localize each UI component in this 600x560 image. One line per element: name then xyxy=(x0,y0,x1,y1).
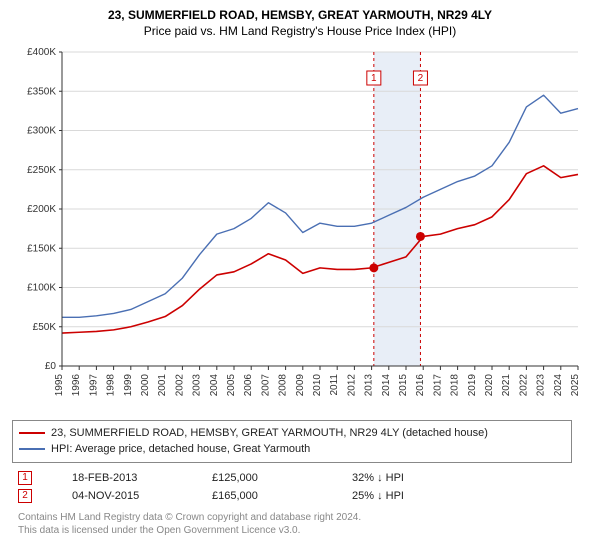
series-marker xyxy=(416,232,425,241)
legend-item: HPI: Average price, detached house, Grea… xyxy=(19,441,565,458)
y-tick-label: £250K xyxy=(27,164,56,175)
event-date: 04-NOV-2015 xyxy=(72,490,172,502)
y-tick-label: £0 xyxy=(45,361,57,372)
x-tick-label: 2015 xyxy=(398,373,409,396)
event-price: £165,000 xyxy=(212,490,312,502)
y-tick-label: £300K xyxy=(27,125,56,136)
legend: 23, SUMMERFIELD ROAD, HEMSBY, GREAT YARM… xyxy=(12,420,572,463)
x-tick-label: 2023 xyxy=(536,373,547,396)
chart-subtitle: Price paid vs. HM Land Registry's House … xyxy=(12,24,588,38)
x-tick-label: 2009 xyxy=(295,373,306,396)
price-event-row: 2 04-NOV-2015 £165,000 25% ↓ HPI xyxy=(12,487,572,505)
chart-svg: £0 £50K £100K £150K £200K £250K £300K £350K £400… xyxy=(12,44,588,414)
y-tick-label: £100K xyxy=(27,282,56,293)
x-tick-label: 2011 xyxy=(329,373,340,395)
y-tick-label: £200K xyxy=(27,204,56,215)
x-tick-label: 2020 xyxy=(484,373,495,396)
x-tick-label: 2007 xyxy=(260,373,271,396)
price-event-row: 1 18-FEB-2013 £125,000 32% ↓ HPI xyxy=(12,469,572,487)
x-tick-label: 2002 xyxy=(174,373,185,396)
x-tick-label: 2006 xyxy=(243,373,254,396)
y-tick-label: £150K xyxy=(27,243,56,254)
x-tick-label: 2000 xyxy=(140,373,151,396)
legend-item: 23, SUMMERFIELD ROAD, HEMSBY, GREAT YARM… xyxy=(19,425,565,442)
footer-line-1: Contains HM Land Registry data © Crown c… xyxy=(18,511,588,524)
y-tick-label: £400K xyxy=(27,47,56,58)
legend-swatch xyxy=(19,432,45,434)
x-tick-label: 2005 xyxy=(226,373,237,396)
x-tick-label: 2016 xyxy=(415,373,426,396)
event-delta: 32% ↓ HPI xyxy=(352,472,452,484)
x-tick-label: 2004 xyxy=(209,373,220,396)
x-tick-label: 2003 xyxy=(192,373,203,396)
event-delta: 25% ↓ HPI xyxy=(352,490,452,502)
legend-label: 23, SUMMERFIELD ROAD, HEMSBY, GREAT YARM… xyxy=(51,425,488,442)
event-badge: 1 xyxy=(18,471,32,485)
event-price: £125,000 xyxy=(212,472,312,484)
legend-swatch xyxy=(19,448,45,450)
event-date: 18-FEB-2013 xyxy=(72,472,172,484)
x-tick-label: 2021 xyxy=(501,373,512,396)
x-tick-label: 2024 xyxy=(553,373,564,396)
x-tick-label: 2019 xyxy=(467,373,478,396)
footer-attribution: Contains HM Land Registry data © Crown c… xyxy=(12,511,588,537)
price-events-table: 1 18-FEB-2013 £125,000 32% ↓ HPI 2 04-NOV-201… xyxy=(12,469,572,505)
x-tick-label: 2022 xyxy=(518,373,529,396)
x-tick-label: 1998 xyxy=(106,373,117,396)
x-tick-label: 1999 xyxy=(123,373,134,396)
marker-badge-label: 2 xyxy=(418,73,424,84)
y-tick-label: £50K xyxy=(33,321,57,332)
chart-container: 23, SUMMERFIELD ROAD, HEMSBY, GREAT YARM… xyxy=(0,0,600,560)
x-tick-label: 2010 xyxy=(312,373,323,396)
x-tick-label: 2018 xyxy=(450,373,461,396)
x-tick-label: 2025 xyxy=(570,373,581,396)
x-tick-label: 2014 xyxy=(381,373,392,396)
x-tick-label: 2017 xyxy=(432,373,443,396)
x-tick-label: 2013 xyxy=(364,373,375,396)
event-badge: 2 xyxy=(18,489,32,503)
series-marker xyxy=(369,263,378,272)
x-tick-label: 1996 xyxy=(71,373,82,396)
chart-title: 23, SUMMERFIELD ROAD, HEMSBY, GREAT YARM… xyxy=(12,8,588,24)
legend-label: HPI: Average price, detached house, Grea… xyxy=(51,441,310,458)
line-chart: £0 £50K £100K £150K £200K £250K £300K £350K £400… xyxy=(12,44,588,414)
x-tick-label: 2001 xyxy=(157,373,168,396)
x-tick-label: 2012 xyxy=(346,373,357,396)
footer-line-2: This data is licensed under the Open Gov… xyxy=(18,524,588,537)
y-tick-label: £350K xyxy=(27,86,56,97)
x-tick-label: 2008 xyxy=(278,373,289,396)
x-tick-label: 1997 xyxy=(88,373,99,396)
marker-badge-label: 1 xyxy=(371,73,377,84)
x-tick-label: 1995 xyxy=(54,373,65,396)
